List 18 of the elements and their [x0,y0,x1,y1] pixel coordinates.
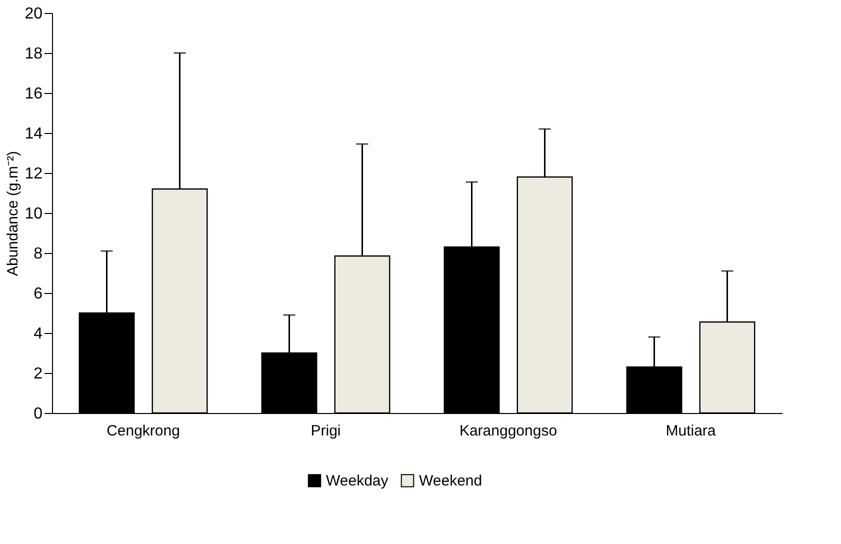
legend-label: Weekend [419,472,482,490]
y-tick-label: 10 [24,206,43,222]
y-tick-label: 4 [34,326,43,342]
y-axis-title: Abundance (g.m⁻²) [4,150,22,276]
y-tick-label: 6 [34,286,43,302]
x-tick-label: Prigi [310,422,341,440]
y-tick-label: 16 [24,86,43,102]
x-tick-label: Cengkrong [106,422,180,440]
y-tick-label: 20 [24,6,43,22]
y-tick-label: 14 [24,126,43,142]
x-tick-label: Karanggongso [459,422,558,440]
y-tick-label: 0 [34,406,43,422]
y-tick-label: 2 [34,366,43,382]
y-tick-label: 8 [34,246,43,262]
y-tick-label: 12 [24,166,43,182]
y-tick-label: 18 [24,46,43,62]
x-tick-label: Mutiara [666,422,716,440]
legend-label: Weekday [326,472,389,490]
